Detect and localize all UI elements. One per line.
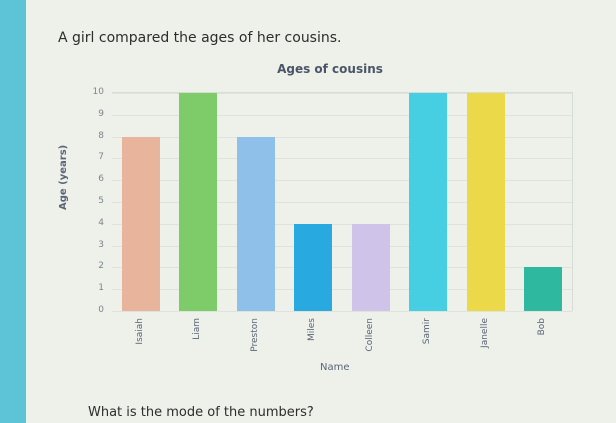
x-tick-isaiah: Isaiah <box>134 318 145 345</box>
bar-isaiah <box>121 136 160 311</box>
gridline <box>112 202 572 203</box>
y-tick-label: 9 <box>98 108 104 119</box>
x-tick-preston: Preston <box>249 318 260 352</box>
gridline <box>112 114 572 116</box>
x-axis-label: Name <box>320 362 350 373</box>
x-tick-samir: Samir <box>422 318 433 345</box>
bar-liam <box>179 93 218 311</box>
gridline <box>112 289 572 291</box>
y-tick-label: 1 <box>98 283 104 294</box>
x-tick-liam: Liam <box>192 318 203 340</box>
y-tick-label: 6 <box>98 174 104 185</box>
question-text: A girl compared the ages of her cousins. <box>58 30 342 46</box>
gridline <box>112 267 572 269</box>
chart-title: Ages of cousins <box>277 62 383 76</box>
x-tick-colleen: Colleen <box>364 318 375 352</box>
y-tick-label: 3 <box>98 239 104 250</box>
y-axis-label: Age (years) <box>58 144 69 210</box>
x-tick-janelle: Janelle <box>479 318 490 348</box>
gridline <box>112 311 572 312</box>
bar-bob <box>524 267 563 311</box>
x-tick-bob: Bob <box>537 318 548 336</box>
y-tick-label: 0 <box>98 305 104 315</box>
bar-preston <box>236 136 275 311</box>
y-tick-label: 2 <box>98 261 104 272</box>
gridline <box>112 93 572 94</box>
gridline <box>112 223 572 225</box>
y-tick-label: 7 <box>98 152 104 163</box>
bar-colleen <box>351 223 390 311</box>
gridline <box>112 136 572 138</box>
gridline <box>112 158 572 160</box>
y-tick-label: 4 <box>98 217 104 228</box>
plot-area: 0 1 2 3 4 5 6 7 8 9 10 <box>93 87 573 315</box>
bar-janelle <box>466 93 505 311</box>
left-edge-strip <box>0 0 26 423</box>
gridline <box>112 245 572 247</box>
mode-question: What is the mode of the numbers? <box>88 405 314 420</box>
y-tick-label: 10 <box>92 87 104 97</box>
y-tick-label: 8 <box>98 130 104 141</box>
y-tick-label: 5 <box>98 196 104 206</box>
bar-samir <box>409 93 448 311</box>
bar-miles <box>294 223 333 311</box>
gridline <box>112 180 572 182</box>
